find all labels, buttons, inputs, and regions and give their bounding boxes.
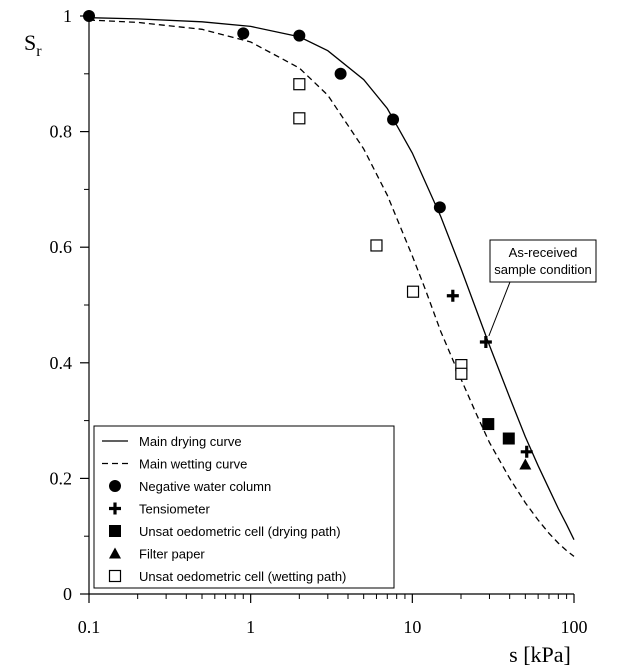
negative-water-column-point: [334, 67, 347, 80]
y-tick-label: 1: [63, 6, 72, 26]
y-tick-label: 0.2: [50, 468, 73, 488]
negative-water-column-point: [387, 113, 400, 126]
x-tick-label: 100: [561, 617, 588, 637]
legend-label-main-wetting-curve: Main wetting curve: [139, 457, 247, 472]
main-drying-curve-line: [88, 17, 575, 540]
unsat-oedometric-cell-wetting-path-point: [293, 78, 306, 91]
unsat-oedometric-cell-wetting-path-point: [406, 285, 420, 298]
unsat-oedometric-cell-wetting-path-point: [293, 112, 306, 125]
axes: 0.1 1 10 100 0 0.2 0.4 0.6 0.8 1 s [kPa] Sr: [24, 6, 588, 667]
legend-swatch-unsat-oedometric-cell-drying-path: [109, 525, 121, 537]
annotation-text: sample condition: [494, 262, 592, 277]
tensiometer-point: [446, 289, 459, 302]
annotation: As-received sample condition: [488, 239, 597, 337]
legend: Main drying curve Main wetting curve Negat…: [93, 425, 395, 589]
legend-label-tensiometer: Tensiometer: [139, 502, 210, 517]
legend-swatch-tensiometer: [109, 502, 121, 515]
curves: [88, 17, 575, 557]
legend-label-filter-paper: Filter paper: [139, 547, 205, 562]
y-tick-label: 0.6: [50, 237, 73, 257]
x-axis-title: s [kPa]: [509, 642, 571, 667]
negative-water-column-point: [293, 29, 306, 42]
y-axis-title: Sr: [24, 30, 42, 60]
legend-box: [93, 425, 395, 589]
unsat-oedometric-cell-wetting-path-point: [370, 239, 383, 252]
x-tick-label: 0.1: [78, 617, 101, 637]
tensiometer-point: [520, 445, 533, 458]
legend-label-main-drying-curve: Main drying curve: [139, 434, 242, 449]
x-tick-label: 10: [403, 617, 421, 637]
annotation-text: As-received: [509, 245, 578, 260]
y-tick-label: 0: [63, 584, 72, 604]
legend-swatch-unsat-oedometric-cell-wetting-path: [108, 569, 122, 583]
data-markers: [83, 10, 533, 470]
unsat-oedometric-cell-drying-path-point: [502, 432, 515, 445]
y-tick-label: 0.8: [50, 122, 73, 142]
filter-paper-point: [519, 458, 532, 470]
negative-water-column-point: [237, 27, 250, 40]
annotation-box: [489, 239, 597, 283]
unsat-oedometric-cell-wetting-path-point: [455, 367, 468, 380]
legend-label-unsat-oedometric-cell-wetting-path: Unsat oedometric cell (wetting path): [139, 569, 346, 584]
y-tick-label: 0.4: [50, 353, 73, 373]
tensiometer-point: [479, 335, 492, 348]
legend-label-unsat-oedometric-cell-drying-path: Unsat oedometric cell (drying path): [139, 524, 341, 539]
negative-water-column-point: [433, 201, 446, 214]
x-tick-label: 1: [246, 617, 255, 637]
annotation-leader: [488, 281, 511, 337]
legend-swatch-filter-paper: [109, 547, 121, 559]
legend-label-negative-water-column: Negative water column: [139, 479, 271, 494]
main-wetting-curve-line: [88, 19, 575, 557]
legend-swatch-negative-water-column: [109, 480, 121, 492]
unsat-oedometric-cell-drying-path-point: [482, 418, 495, 431]
